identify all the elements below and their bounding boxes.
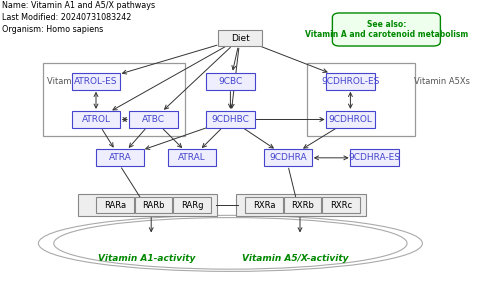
Text: RARa: RARa [104,201,126,209]
Text: ATBC: ATBC [142,115,165,124]
Text: 9CDHRA: 9CDHRA [269,153,307,162]
FancyBboxPatch shape [332,13,441,46]
FancyBboxPatch shape [236,194,366,216]
FancyBboxPatch shape [78,194,217,216]
Text: RXRb: RXRb [291,201,314,209]
FancyBboxPatch shape [245,197,283,213]
Text: Organism: Homo sapiens: Organism: Homo sapiens [2,25,104,35]
Text: Vitamin A5Xs: Vitamin A5Xs [414,77,470,86]
Text: ATRA: ATRA [108,153,132,162]
Text: 9CDHBC: 9CDHBC [212,115,249,124]
FancyBboxPatch shape [284,197,321,213]
Text: Diet: Diet [230,34,250,43]
Text: ATRAL: ATRAL [178,153,206,162]
Text: 9CDHROL: 9CDHROL [328,115,372,124]
Text: ATROL-ES: ATROL-ES [74,77,118,86]
FancyBboxPatch shape [326,73,374,90]
FancyBboxPatch shape [130,111,178,128]
FancyBboxPatch shape [206,73,254,90]
FancyBboxPatch shape [96,149,144,166]
FancyBboxPatch shape [135,197,172,213]
Text: RXRa: RXRa [253,201,275,209]
Text: RARb: RARb [143,201,165,209]
FancyBboxPatch shape [326,111,374,128]
FancyBboxPatch shape [168,149,216,166]
FancyBboxPatch shape [173,197,211,213]
Text: 9CBC: 9CBC [218,77,242,86]
Text: Last Modified: 20240731083242: Last Modified: 20240731083242 [2,13,132,22]
FancyBboxPatch shape [264,149,312,166]
FancyBboxPatch shape [96,197,134,213]
Text: RARg: RARg [181,201,203,209]
FancyBboxPatch shape [350,149,398,166]
Text: Name: Vitamin A1 and A5/X pathways: Name: Vitamin A1 and A5/X pathways [2,1,156,10]
Text: 9CDHROL-ES: 9CDHROL-ES [321,77,380,86]
FancyBboxPatch shape [72,73,120,90]
Text: RXRc: RXRc [330,201,352,209]
FancyBboxPatch shape [72,111,120,128]
FancyBboxPatch shape [218,30,262,46]
Text: Vitamin A1-activity: Vitamin A1-activity [98,254,195,263]
Text: 9CDHRA-ES: 9CDHRA-ES [348,153,400,162]
Text: Vitamin A1: Vitamin A1 [47,77,93,86]
Text: Vitamin A5/X-activity: Vitamin A5/X-activity [242,254,348,263]
FancyBboxPatch shape [206,111,254,128]
FancyBboxPatch shape [322,197,360,213]
Text: ATROL: ATROL [82,115,110,124]
Text: See also:
Vitamin A and carotenoid metabolism: See also: Vitamin A and carotenoid metab… [305,20,468,39]
